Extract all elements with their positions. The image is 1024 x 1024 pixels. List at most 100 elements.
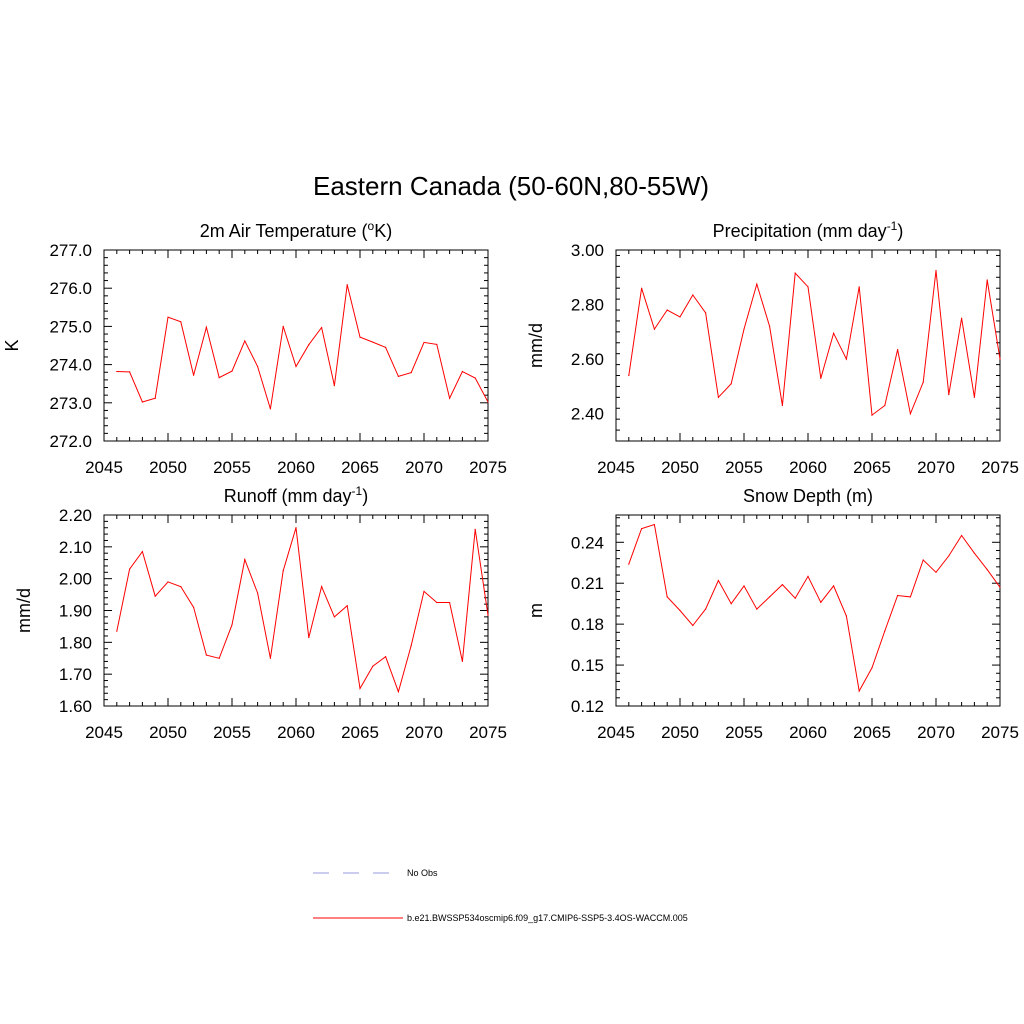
data-point — [705, 312, 707, 314]
data-point — [205, 326, 207, 328]
data-point — [897, 348, 899, 351]
data-point — [807, 575, 809, 577]
data-point — [359, 687, 361, 690]
data-point — [666, 596, 668, 598]
data-point — [666, 309, 668, 311]
data-point — [295, 527, 297, 529]
y-tick-label: 2.00 — [59, 570, 92, 589]
series-line — [628, 270, 1001, 417]
panel-title: Snow Depth (m) — [743, 486, 873, 506]
y-axis-label: mm/d — [14, 588, 34, 633]
data-point — [756, 283, 758, 285]
data-point — [935, 269, 937, 272]
x-tick-label: 2045 — [597, 723, 635, 742]
data-point — [986, 568, 988, 571]
x-tick-label: 2070 — [917, 723, 955, 742]
data-point — [359, 336, 361, 338]
data-point — [807, 286, 809, 288]
data-point — [692, 624, 694, 627]
data-point — [487, 614, 489, 616]
legend-label-model: b.e21.BWSSP534oscmip6.f09_g17.CMIP6-SSP5… — [407, 913, 688, 923]
data-point — [410, 372, 412, 374]
y-axis-label: mm/d — [526, 323, 546, 368]
panel-title-superscript: -1 — [887, 219, 898, 233]
x-tick-label: 2065 — [853, 458, 891, 477]
data-point — [141, 401, 143, 403]
y-tick-label: 274.0 — [49, 356, 92, 375]
data-point — [884, 630, 886, 632]
data-point — [961, 317, 963, 319]
data-point — [717, 579, 720, 582]
y-tick-label: 3.00 — [571, 241, 604, 260]
data-point — [743, 585, 745, 587]
y-tick-label: 272.0 — [49, 432, 92, 451]
legend: No Obs b.e21.BWSSP534oscmip6.f09_g17.CMI… — [313, 868, 688, 923]
panel-title-suffix: ) — [897, 221, 903, 241]
data-point — [244, 558, 246, 561]
data-point — [769, 325, 771, 327]
data-point — [973, 396, 976, 398]
series-line — [116, 527, 489, 694]
data-point — [423, 341, 425, 344]
data-point — [474, 377, 476, 379]
data-point — [948, 555, 950, 557]
data-point — [372, 341, 374, 343]
data-point — [129, 568, 131, 570]
data-point — [257, 365, 259, 368]
x-tick-label: 2045 — [85, 723, 123, 742]
y-tick-label: 0.15 — [571, 656, 604, 675]
data-point — [999, 586, 1001, 588]
data-point — [845, 358, 848, 360]
data-point — [141, 551, 143, 553]
y-tick-label: 2.60 — [571, 350, 604, 369]
y-tick-label: 276.0 — [49, 279, 92, 298]
data-point — [449, 601, 451, 604]
data-point — [705, 608, 707, 610]
y-tick-label: 0.24 — [571, 533, 604, 552]
y-tick-label: 273.0 — [49, 394, 92, 413]
data-point — [653, 523, 656, 526]
data-point — [180, 586, 182, 588]
x-tick-label: 2055 — [213, 723, 251, 742]
data-point — [116, 370, 118, 373]
data-point — [922, 559, 924, 561]
data-point — [743, 328, 745, 330]
data-point — [820, 377, 822, 379]
data-point — [193, 606, 195, 608]
data-point — [154, 397, 156, 399]
data-point — [231, 370, 233, 372]
data-point — [308, 636, 310, 639]
x-tick-label: 2065 — [341, 458, 379, 477]
data-point — [218, 376, 220, 379]
data-point — [487, 401, 489, 403]
data-point — [858, 286, 860, 288]
data-point — [295, 365, 297, 368]
x-tick-label: 2075 — [469, 458, 507, 477]
data-point — [909, 413, 912, 415]
data-point — [397, 691, 399, 693]
panel-title-superscript: o — [368, 219, 375, 233]
x-tick-label: 2055 — [725, 723, 763, 742]
data-point — [871, 667, 873, 669]
y-tick-label: 0.18 — [571, 615, 604, 634]
data-point — [730, 383, 732, 385]
panel-title-suffix: ) — [362, 486, 368, 506]
data-point — [628, 374, 630, 377]
data-point — [129, 371, 131, 373]
data-point — [986, 279, 988, 281]
y-tick-label: 275.0 — [49, 317, 92, 336]
data-point — [385, 346, 387, 349]
chart-panel-2: 2045 2050 2055 2060 2065 2070 2075 1.60 1.70 1.80… — [14, 484, 507, 742]
data-point — [167, 581, 169, 583]
panel-title-superscript: -1 — [352, 484, 363, 498]
data-point — [730, 603, 732, 605]
chart-panels: 2045 2050 2055 2060 2065 2070 2075 272.0 273.0 27… — [2, 219, 1019, 742]
data-point — [205, 654, 207, 656]
panel-title-text: Precipitation (mm day — [713, 221, 887, 241]
data-point — [897, 594, 899, 597]
series-line — [628, 523, 1001, 693]
x-tick-label: 2045 — [85, 458, 123, 477]
data-point — [180, 321, 182, 323]
data-point — [372, 665, 374, 667]
data-point — [909, 596, 912, 598]
